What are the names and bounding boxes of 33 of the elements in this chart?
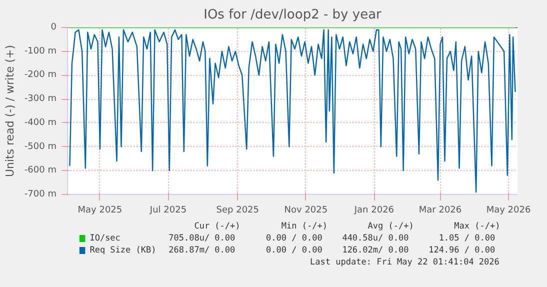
y-tick-label: -500 m: [24, 142, 57, 152]
x-tick-label: Sep 2025: [216, 206, 260, 216]
y-tick-label: -700 m: [24, 190, 57, 200]
x-tick-label: May 2025: [78, 206, 122, 216]
y-tick-label: 0: [50, 22, 57, 32]
x-tick-label: May 2026: [486, 206, 532, 216]
text: 705.08u/ 0.00: [168, 234, 236, 244]
x-tick-label: Nov 2025: [284, 206, 328, 216]
x-tick-label: Jul 2025: [148, 206, 187, 216]
y-axis-title: Units read (-) / write (+): [3, 44, 16, 178]
legend-label: IO/sec: [90, 234, 120, 244]
text: Min (-/+): [281, 222, 328, 232]
text: 0.00 / 0.00: [266, 246, 322, 256]
y-tick-label: -400 m: [24, 118, 57, 128]
text: 1.05 / 0.00: [438, 234, 496, 244]
chart-title: IOs for /dev/loop2 - by year: [204, 8, 382, 22]
x-tick-label: Jan 2026: [353, 206, 394, 216]
y-tick-label: -600 m: [24, 166, 57, 176]
text: 126.02m/ 0.00: [342, 246, 409, 256]
text: 0.00 / 0.00: [266, 234, 322, 244]
text: 268.87m/ 0.00: [168, 246, 236, 256]
line-series: [69, 29, 516, 193]
text: 440.58u/ 0.00: [342, 234, 409, 244]
text: Cur (-/+): [194, 222, 240, 232]
legend-label: Req Size (KB): [90, 246, 156, 256]
x-tick-label: Mar 2026: [418, 206, 462, 216]
text: Max (-/+): [454, 222, 500, 232]
y-tick-label: -100 m: [24, 46, 57, 56]
text: Last update: Fri May 22 01:41:04 2026: [310, 258, 500, 268]
text: 124.96 / 0.00: [428, 246, 496, 256]
y-tick-label: -300 m: [24, 94, 57, 104]
y-tick-label: -200 m: [24, 70, 57, 80]
text: Avg (-/+): [368, 222, 414, 232]
